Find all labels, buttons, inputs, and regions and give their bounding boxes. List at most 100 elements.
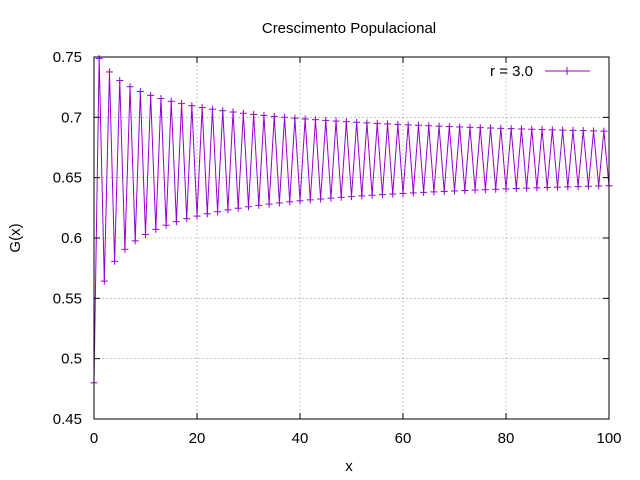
y-axis-label: G(x) xyxy=(7,223,24,252)
data-point-marker xyxy=(445,123,453,131)
data-point-marker xyxy=(178,100,186,108)
data-point-marker xyxy=(100,277,108,285)
data-point-marker xyxy=(306,196,314,204)
data-point-marker xyxy=(147,91,155,99)
chart-title: Crescimento Populacional xyxy=(262,20,436,37)
data-point-marker xyxy=(265,200,273,208)
y-tick-label: 0.75 xyxy=(53,49,82,66)
data-point-marker xyxy=(95,54,103,62)
x-tick-label: 60 xyxy=(395,430,412,447)
data-point-marker xyxy=(404,121,412,129)
x-tick-label: 20 xyxy=(189,430,206,447)
data-point-marker xyxy=(193,212,201,220)
y-tick-label: 0.65 xyxy=(53,170,82,187)
data-point-marker xyxy=(389,190,397,198)
data-point-marker xyxy=(250,110,258,118)
data-point-marker xyxy=(142,230,149,238)
data-point-marker xyxy=(564,183,572,191)
data-point-marker xyxy=(492,185,500,193)
data-point-marker xyxy=(487,124,495,132)
series-layer xyxy=(90,54,613,387)
data-point-marker xyxy=(332,117,340,125)
grid-lines xyxy=(94,57,609,419)
data-point-marker xyxy=(569,126,577,134)
data-point-marker xyxy=(183,215,191,223)
data-point-marker xyxy=(420,188,428,196)
data-point-marker xyxy=(337,193,345,201)
data-point-marker xyxy=(574,183,582,191)
x-tick-label: 40 xyxy=(292,430,309,447)
data-point-marker xyxy=(476,124,484,132)
data-point-marker xyxy=(430,188,438,196)
data-point-marker xyxy=(512,185,520,193)
data-point-marker xyxy=(198,104,206,112)
legend: r = 3.0 xyxy=(490,63,590,80)
data-point-marker xyxy=(348,193,355,201)
data-point-marker xyxy=(152,225,160,233)
data-point-marker xyxy=(275,199,283,207)
data-point-marker xyxy=(466,123,474,131)
data-point-marker xyxy=(456,123,464,131)
data-point-marker xyxy=(291,114,299,122)
data-point-marker xyxy=(172,218,180,226)
data-point-marker xyxy=(584,182,592,190)
data-point-marker xyxy=(342,118,350,126)
data-point-marker xyxy=(471,186,479,194)
data-point-marker xyxy=(554,183,561,191)
data-point-marker xyxy=(245,203,252,211)
data-point-marker xyxy=(451,187,458,195)
data-point-marker xyxy=(327,194,335,202)
data-point-marker xyxy=(162,221,170,229)
data-point-marker xyxy=(497,124,505,132)
series-r-3-0 xyxy=(90,54,613,387)
data-point-marker xyxy=(461,187,469,195)
data-point-marker xyxy=(296,197,304,205)
data-point-marker xyxy=(528,125,536,133)
legend-marker xyxy=(563,67,571,75)
data-point-marker xyxy=(286,198,294,206)
data-point-marker xyxy=(203,210,211,218)
data-point-marker xyxy=(301,115,309,123)
data-point-marker xyxy=(414,121,422,129)
data-point-marker xyxy=(167,97,175,105)
data-point-marker xyxy=(136,88,144,96)
axis-ticks xyxy=(93,56,610,420)
data-point-marker xyxy=(600,127,608,135)
data-point-marker xyxy=(373,119,381,127)
data-point-marker xyxy=(523,184,531,192)
data-point-marker xyxy=(595,182,603,190)
data-point-marker xyxy=(188,102,196,110)
data-point-marker xyxy=(126,83,134,91)
data-point-marker xyxy=(363,119,371,127)
data-point-marker xyxy=(311,116,319,124)
data-point-marker xyxy=(111,257,119,265)
data-point-marker xyxy=(579,127,587,135)
data-point-marker xyxy=(208,105,216,113)
data-point-marker xyxy=(435,122,443,130)
data-point-marker xyxy=(384,120,392,128)
data-point-marker xyxy=(368,191,376,199)
x-axis-label: x xyxy=(345,458,353,475)
data-point-marker xyxy=(224,206,232,214)
data-point-marker xyxy=(548,126,556,134)
data-point-marker xyxy=(116,77,124,85)
data-point-marker xyxy=(543,184,551,192)
data-point-marker xyxy=(234,204,242,212)
data-point-marker xyxy=(378,191,386,199)
x-tick-label: 80 xyxy=(498,430,515,447)
x-tick-label: 0 xyxy=(90,430,98,447)
y-tick-label: 0.5 xyxy=(61,351,82,368)
data-point-marker xyxy=(214,208,222,216)
y-tick-label: 0.6 xyxy=(61,230,82,247)
data-point-marker xyxy=(229,108,237,116)
y-tick-label: 0.55 xyxy=(53,290,82,307)
x-tick-label: 100 xyxy=(596,430,621,447)
data-point-marker xyxy=(353,118,361,126)
data-point-marker xyxy=(394,120,402,128)
y-tick-label: 0.7 xyxy=(61,109,82,126)
data-point-marker xyxy=(538,126,546,134)
data-point-marker xyxy=(440,187,448,195)
tick-labels: 0 20 40 60 80 100 0.45 0.5 0.55 0.6 0.65 0.7 0.75 xyxy=(53,49,622,447)
data-point-marker xyxy=(481,186,489,194)
data-point-marker xyxy=(517,125,525,133)
